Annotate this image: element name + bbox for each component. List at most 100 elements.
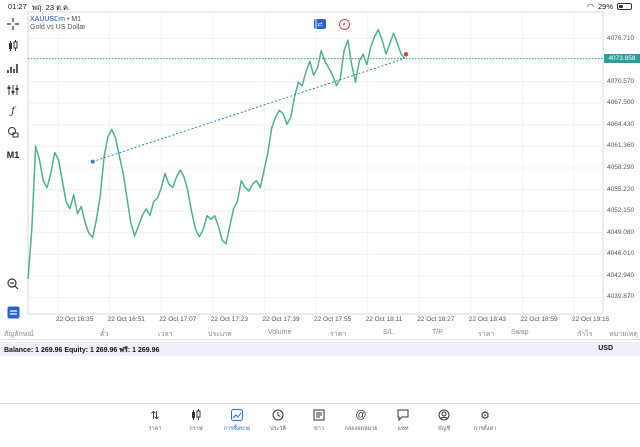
function-icon[interactable]: ƒ — [11, 105, 15, 117]
time-axis: 22 Oct 16:35 22 Oct 16:51 22 Oct 17:07 22 O… — [26, 314, 609, 324]
tab-history[interactable]: ประวัติ — [260, 408, 296, 433]
price-chart[interactable] — [0, 0, 640, 315]
tab-label: กราฟ — [189, 426, 203, 432]
time-tick-label: 22 Oct 17:23 — [210, 316, 249, 323]
status-bar: 01:27 พฤ. 23 ต.ค. ◠ 29% — [0, 0, 640, 12]
status-time: 01:27 — [8, 2, 27, 11]
balance-bar: Balance: 1 269.96 Equity: 1 269.96 ฟรี: … — [0, 342, 640, 356]
column-header: ราคา — [478, 331, 495, 338]
bottom-tab-bar: ⇅ ราคา กราฟ การซื้อขาย ประวัติ ข่าว @ กล… — [0, 403, 640, 447]
chart-series — [27, 28, 409, 279]
gear-icon: ⚙ — [480, 409, 490, 422]
tab-news[interactable]: ข่าว — [301, 408, 337, 433]
price-tick-label: 4052.150 — [607, 207, 635, 215]
tab-label: ข่าว — [314, 426, 324, 432]
positions-header: สัญลักษณ์ ตั๋ว เวลา ประเภท Volume ราคา S/L T/P ร… — [0, 326, 640, 340]
battery-percent: 29% — [597, 2, 613, 11]
column-header: Volume — [268, 329, 292, 336]
price-tick-label: 4070.570 — [607, 77, 635, 85]
history-icon — [270, 408, 286, 422]
indicators-icon[interactable] — [5, 60, 21, 76]
one-click-trade-icon[interactable]: ⇄ — [314, 19, 326, 29]
time-tick-label: 22 Oct 18:27 — [417, 316, 455, 323]
time-tick-label: 22 Oct 16:51 — [107, 316, 145, 323]
price-axis: 4073.858 4076.710 4070.570 4067.500 4064.43… — [604, 12, 640, 315]
time-tick-label: 22 Oct 19:15 — [572, 316, 610, 323]
tab-label: การตั้งค่า — [473, 426, 497, 432]
tab-label: บัญชี — [438, 426, 450, 432]
time-tick-label: 22 Oct 17:07 — [159, 316, 197, 323]
column-header: T/P — [432, 329, 443, 336]
balance-currency: USD — [598, 345, 613, 352]
settings-sliders-icon[interactable] — [5, 82, 21, 98]
trade-panel-icon[interactable] — [5, 304, 21, 320]
status-right: ◠ 29% — [587, 2, 632, 11]
time-tick-label: 22 Oct 18:59 — [520, 316, 558, 323]
column-header: ราคา — [330, 331, 347, 338]
column-header: หมายเหตุ — [609, 331, 638, 338]
tab-label: ประวัติ — [269, 426, 287, 432]
tab-label: การซื้อขาย — [223, 426, 251, 432]
price-tick-label: 4055.220 — [607, 185, 635, 193]
chart-frame — [27, 11, 604, 315]
tab-trade[interactable]: การซื้อขาย — [219, 408, 255, 433]
price-tick-label: 4046.010 — [607, 250, 635, 258]
account-icon — [436, 408, 452, 422]
symbol-description: Gold vs US Dollar — [30, 24, 86, 31]
tab-label: กล่องจดหมาย — [344, 426, 378, 432]
chart-grid — [27, 11, 604, 315]
battery-icon — [617, 3, 632, 10]
candles-icon[interactable] — [5, 38, 21, 54]
quotes-icon: ⇅ — [150, 409, 160, 422]
column-header: ตั๋ว — [100, 331, 109, 338]
trend-end-marker — [403, 52, 409, 57]
column-header: เวลา — [158, 331, 173, 338]
wifi-icon: ◠ — [587, 2, 594, 11]
objects-icon[interactable] — [5, 124, 21, 140]
time-tick-label: 22 Oct 16:35 — [56, 316, 94, 323]
price-tick-label: 4049.080 — [607, 228, 635, 236]
balance-text: Balance: 1 269.96 Equity: 1 269.96 ฟรี: … — [4, 347, 160, 354]
signal-icon[interactable]: ◐ — [339, 19, 350, 30]
time-tick-label: 22 Oct 17:55 — [314, 316, 352, 323]
tab-settings[interactable]: ⚙ การตั้งค่า — [467, 408, 503, 433]
trend-line — [92, 57, 406, 163]
at-sign-icon: @ — [355, 409, 367, 421]
news-icon — [311, 408, 327, 422]
tab-chat[interactable]: แชท — [385, 408, 421, 433]
price-tick-label: 4061.360 — [607, 142, 635, 150]
tab-chart[interactable]: กราฟ — [178, 408, 214, 433]
chat-icon — [395, 408, 411, 422]
price-tick-label: 4064.430 — [607, 120, 635, 128]
zoom-icon[interactable] — [5, 276, 21, 292]
column-header: สัญลักษณ์ — [4, 331, 34, 338]
column-header: กำไร — [577, 331, 593, 338]
time-tick-label: 22 Oct 18:43 — [468, 316, 507, 323]
current-price-label: 4073.858 — [604, 54, 640, 64]
status-date: พฤ. 23 ต.ค. — [32, 3, 71, 12]
tab-account[interactable]: บัญชี — [426, 408, 462, 433]
price-tick-label: 4058.290 — [607, 163, 635, 171]
price-tick-label: 4039.870 — [607, 293, 635, 301]
trend-start-marker — [90, 159, 95, 164]
tab-mailbox[interactable]: @ กล่องจดหมาย — [343, 408, 379, 433]
chart-candles-icon — [188, 408, 204, 422]
column-header: Swap — [511, 329, 529, 336]
tab-label: ราคา — [148, 426, 162, 432]
trade-chart-icon — [229, 408, 245, 422]
symbol-title: XAUUSDm • M1 — [30, 16, 81, 23]
price-tick-label: 4076.710 — [607, 34, 635, 42]
price-tick-label: 4067.500 — [607, 99, 635, 107]
tab-label: แชท — [397, 426, 409, 432]
time-tick-label: 22 Oct 17:39 — [262, 316, 300, 323]
symbol-name: XAUUSDm — [30, 16, 66, 23]
tab-quotes[interactable]: ⇅ ราคา — [137, 408, 173, 433]
timeframe-button[interactable]: M1 — [6, 150, 20, 160]
symbol-timeframe: • M1 — [65, 16, 82, 23]
crosshair-icon[interactable] — [5, 16, 21, 32]
price-line — [27, 28, 406, 279]
time-tick-label: 22 Oct 18:11 — [365, 316, 403, 323]
column-header: S/L — [383, 329, 394, 336]
chart-toolbar: ƒ M1 — [0, 14, 26, 318]
price-tick-label: 4042.940 — [607, 271, 635, 279]
